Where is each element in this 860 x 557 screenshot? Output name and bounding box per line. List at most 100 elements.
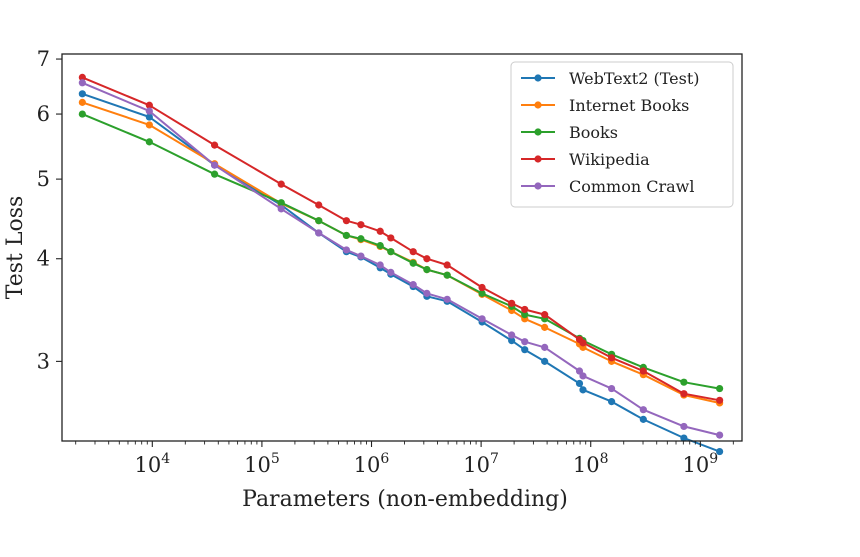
data-point-common-crawl xyxy=(357,252,365,260)
data-point-wikipedia xyxy=(423,255,431,263)
x-tick-label: 104 xyxy=(134,451,170,477)
data-point-internet-books xyxy=(541,323,549,331)
data-point-common-crawl xyxy=(423,289,431,297)
data-point-common-crawl xyxy=(579,372,587,380)
x-tick-label-exponent: 7 xyxy=(490,451,499,467)
data-point-books xyxy=(357,235,365,243)
data-point-common-crawl xyxy=(409,281,417,289)
data-point-wikipedia xyxy=(639,367,647,375)
legend-swatch-marker xyxy=(534,74,542,82)
legend-entry-webtext2-test: WebText2 (Test) xyxy=(521,69,700,88)
x-tick-label: 107 xyxy=(463,451,499,477)
data-point-internet-books xyxy=(78,98,86,106)
data-point-books xyxy=(387,248,395,256)
data-point-common-crawl xyxy=(210,161,219,169)
legend-label: Common Crawl xyxy=(569,177,694,196)
data-point-webtext2-test xyxy=(680,434,688,442)
data-point-wikipedia xyxy=(277,180,285,188)
data-point-common-crawl xyxy=(277,205,285,213)
data-point-wikipedia xyxy=(716,396,724,404)
data-point-wikipedia xyxy=(145,101,153,109)
data-point-common-crawl xyxy=(78,79,86,87)
data-point-wikipedia xyxy=(443,261,451,269)
data-point-wikipedia xyxy=(409,248,417,256)
data-point-common-crawl xyxy=(639,406,647,414)
legend-label: Books xyxy=(569,123,618,142)
data-point-common-crawl xyxy=(478,315,486,323)
series-line-books xyxy=(81,113,720,390)
series-line-webtext2-test xyxy=(81,92,720,453)
legend-label: WebText2 (Test) xyxy=(569,69,700,88)
data-point-books xyxy=(716,384,724,393)
data-point-wikipedia xyxy=(78,73,86,81)
data-point-common-crawl xyxy=(443,295,451,303)
x-tick-label-base: 10 xyxy=(682,453,709,477)
data-point-common-crawl xyxy=(376,261,384,269)
data-point-books xyxy=(409,259,417,267)
data-point-common-crawl xyxy=(607,384,616,393)
data-point-books xyxy=(210,170,219,178)
data-point-books xyxy=(78,110,86,118)
data-point-webtext2-test xyxy=(521,346,529,354)
x-tick-label-exponent: 6 xyxy=(380,451,389,467)
legend-swatch-marker xyxy=(534,128,542,136)
data-point-common-crawl xyxy=(508,331,516,339)
data-point-common-crawl xyxy=(521,338,529,346)
data-point-books xyxy=(680,378,688,386)
x-tick-label: 108 xyxy=(573,451,609,477)
legend-swatch-marker xyxy=(534,182,542,190)
x-tick-label-exponent: 5 xyxy=(271,451,280,467)
legend-swatch-marker xyxy=(534,101,542,109)
x-tick-label-base: 10 xyxy=(134,453,161,477)
data-point-webtext2-test xyxy=(508,336,516,345)
y-tick-label: 6 xyxy=(37,102,50,126)
data-point-wikipedia xyxy=(210,141,219,149)
data-point-common-crawl xyxy=(342,246,350,254)
legend-entry-wikipedia: Wikipedia xyxy=(521,150,650,169)
data-point-wikipedia xyxy=(342,217,350,225)
data-point-wikipedia xyxy=(579,339,587,347)
data-point-wikipedia xyxy=(541,311,549,319)
y-axis-label: Test Loss xyxy=(3,196,28,300)
data-point-common-crawl xyxy=(716,431,724,439)
x-tick-label-base: 10 xyxy=(573,453,600,477)
series-line-common-crawl xyxy=(81,81,720,437)
x-tick-label: 105 xyxy=(244,451,280,477)
x-tick-label-base: 10 xyxy=(354,453,381,477)
data-point-internet-books xyxy=(145,121,153,129)
legend-label: Internet Books xyxy=(569,96,689,115)
y-tick-label: 5 xyxy=(37,167,50,191)
data-point-wikipedia xyxy=(357,221,365,229)
y-tick-label: 3 xyxy=(37,349,50,373)
data-point-wikipedia xyxy=(387,234,395,242)
data-point-common-crawl xyxy=(315,229,323,237)
data-point-webtext2-test xyxy=(607,398,616,406)
data-point-webtext2-test xyxy=(639,415,647,423)
data-point-books xyxy=(478,289,486,297)
data-point-books xyxy=(423,266,431,274)
legend-label: Wikipedia xyxy=(569,150,650,169)
data-point-wikipedia xyxy=(376,227,384,235)
series-line-wikipedia xyxy=(81,76,720,402)
legend-entry-internet-books: Internet Books xyxy=(521,96,689,115)
data-point-books xyxy=(145,138,153,146)
x-tick-label-exponent: 9 xyxy=(709,451,718,467)
legend-entry-common-crawl: Common Crawl xyxy=(521,177,694,196)
data-point-common-crawl xyxy=(387,268,395,276)
legend-entry-books: Books xyxy=(521,123,618,142)
x-tick-label: 106 xyxy=(354,451,390,477)
data-point-books xyxy=(277,199,285,207)
data-point-books xyxy=(443,271,451,279)
data-point-common-crawl xyxy=(145,107,153,115)
x-tick-label: 109 xyxy=(682,451,718,477)
x-tick-label-exponent: 8 xyxy=(600,451,609,467)
data-point-wikipedia xyxy=(607,354,616,362)
data-point-webtext2-test xyxy=(579,386,587,394)
x-tick-label-exponent: 4 xyxy=(161,451,170,467)
data-point-webtext2-test xyxy=(145,113,153,121)
data-point-webtext2-test xyxy=(716,447,724,456)
data-point-common-crawl xyxy=(541,343,549,351)
data-point-wikipedia xyxy=(315,201,323,209)
axes-frame xyxy=(61,53,743,442)
